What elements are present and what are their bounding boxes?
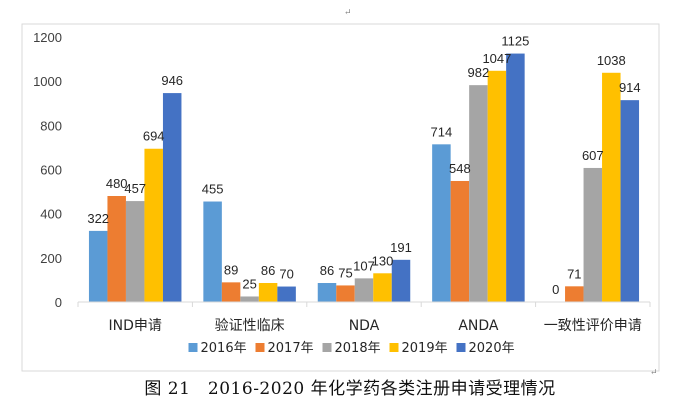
bar — [620, 100, 640, 303]
data-label: 322 — [87, 211, 109, 226]
x-axis: IND申请 验证性临床 NDA ANDA 一致性评价申请 — [77, 301, 651, 334]
y-tick-label: 400 — [40, 207, 62, 222]
bar — [258, 283, 278, 302]
data-label: 86 — [261, 263, 275, 278]
bar — [354, 278, 374, 302]
legend-swatch — [188, 343, 198, 352]
y-tick-label: 1200 — [33, 30, 62, 45]
data-label: 1125 — [501, 34, 529, 49]
bar — [506, 53, 525, 302]
figure-caption: 图 21 2016-2020 年化学药各类注册申请受理情况 — [144, 379, 556, 399]
legend-label: 2019年 — [402, 341, 448, 356]
legend-swatch — [456, 343, 466, 352]
legend-label: 2016年 — [201, 341, 247, 356]
bar — [450, 180, 470, 302]
data-label: 75 — [338, 265, 352, 280]
bar — [221, 282, 241, 302]
data-label: 457 — [124, 181, 146, 196]
bar — [469, 85, 488, 303]
x-category-label: 一致性评价申请 — [544, 318, 642, 334]
legend-label: 2018年 — [335, 341, 381, 356]
data-label: 86 — [320, 263, 334, 278]
data-label: 71 — [567, 266, 581, 281]
legend: 2016年 2017年 2018年 2019年 2020年 — [188, 341, 515, 356]
data-label: 946 — [161, 73, 183, 88]
y-tick-label: 600 — [40, 163, 62, 178]
bar — [162, 93, 182, 302]
data-label: 1047 — [482, 51, 511, 66]
data-label: 70 — [279, 267, 293, 282]
legend-label: 2020年 — [469, 341, 515, 356]
data-label: 0 — [552, 282, 559, 297]
data-label: 694 — [143, 129, 165, 144]
data-label: 107 — [353, 258, 375, 273]
data-label: 25 — [242, 276, 256, 291]
data-label: 480 — [106, 176, 128, 191]
bar — [391, 259, 411, 302]
bar — [432, 144, 451, 302]
bar — [277, 286, 296, 302]
bar — [107, 196, 126, 302]
y-tick-label: 800 — [40, 118, 62, 133]
bars — [88, 53, 640, 303]
y-axis: 0 200 400 600 800 1000 1200 — [33, 30, 62, 310]
bar — [317, 283, 337, 302]
x-category-label: ANDA — [458, 318, 499, 334]
data-label: 130 — [372, 253, 394, 268]
bar — [487, 70, 507, 302]
legend-swatch — [255, 343, 265, 352]
legend-swatch — [322, 343, 332, 352]
bar — [240, 296, 259, 302]
x-category-label: NDA — [349, 318, 380, 334]
y-tick-label: 200 — [40, 251, 62, 266]
x-category-label: 验证性临床 — [215, 318, 285, 334]
bar — [125, 201, 145, 302]
data-label: 914 — [619, 80, 641, 95]
paragraph-mark-top: ↵ — [344, 8, 352, 18]
bar — [88, 230, 108, 302]
data-label: 714 — [431, 124, 453, 139]
data-label: 455 — [202, 182, 224, 197]
bar — [565, 286, 584, 302]
data-label: 982 — [468, 65, 490, 80]
data-label: 607 — [582, 148, 604, 163]
bar — [373, 273, 392, 302]
chart-frame — [21, 23, 660, 372]
y-tick-label: 1000 — [33, 74, 62, 89]
data-label: 191 — [390, 240, 412, 255]
legend-label: 2017年 — [268, 341, 314, 356]
bar — [203, 201, 222, 302]
x-category-label: IND申请 — [109, 318, 162, 334]
paragraph-mark-bottom: ↵ — [650, 368, 658, 378]
data-label: 1038 — [597, 53, 626, 68]
y-tick-label: 0 — [55, 295, 62, 310]
bar — [144, 148, 163, 302]
bar — [583, 167, 603, 302]
data-label: 548 — [449, 161, 471, 176]
bar — [602, 72, 621, 303]
bar — [336, 285, 355, 302]
legend-swatch — [389, 343, 399, 352]
data-label: 89 — [224, 262, 238, 277]
